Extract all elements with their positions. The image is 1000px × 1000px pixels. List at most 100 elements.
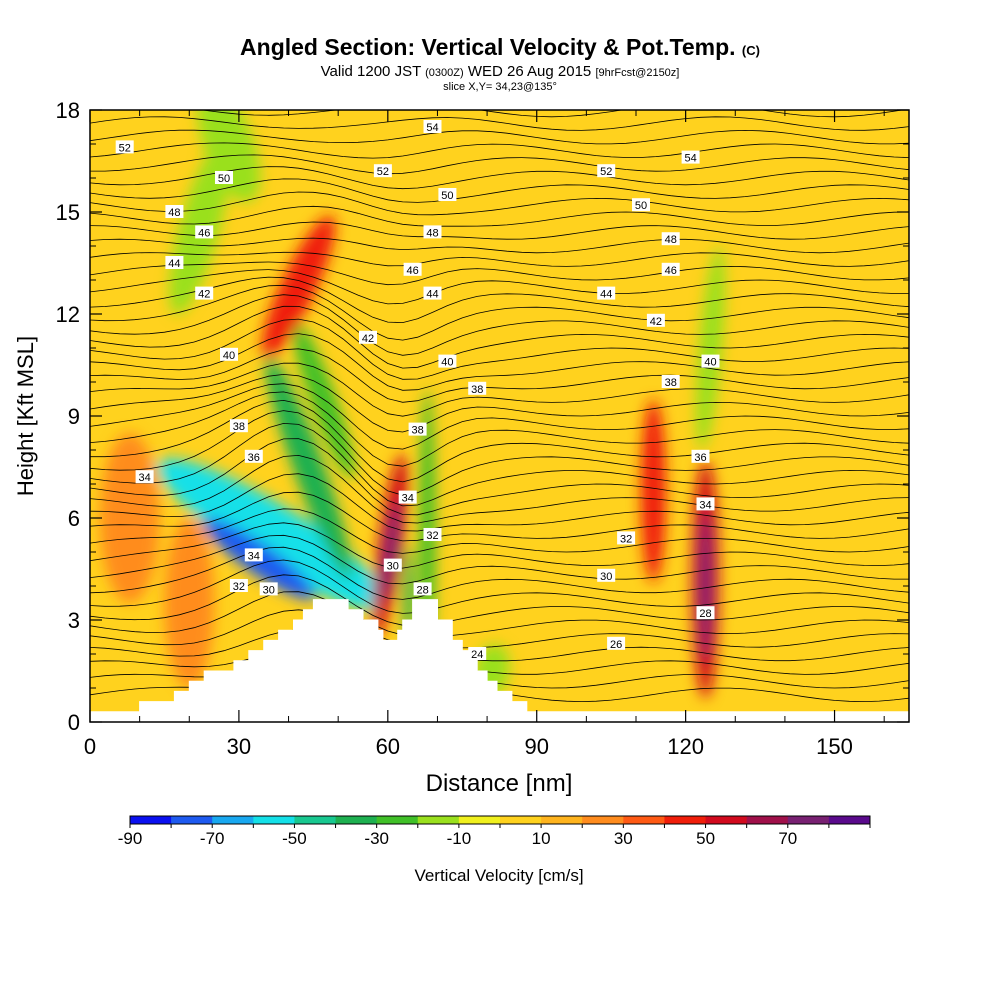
plot-area <box>90 110 909 722</box>
contour-label-text: 40 <box>704 357 716 369</box>
contour-label: 38 <box>661 375 680 389</box>
contour-label: 28 <box>696 606 715 620</box>
y-tick-label: 15 <box>56 200 80 225</box>
contour-label: 32 <box>229 579 248 593</box>
contour-label-text: 46 <box>665 265 677 277</box>
velocity-cell <box>197 110 261 203</box>
contour-label: 30 <box>597 568 616 583</box>
isentrope-line <box>90 221 909 240</box>
contour-label: 38 <box>408 422 427 437</box>
isentrope-line <box>90 154 909 175</box>
colorbar-tick-label: -70 <box>200 829 225 848</box>
velocity-cell <box>699 511 712 661</box>
contour-label-bg <box>165 256 184 269</box>
contour-label: 52 <box>373 164 392 178</box>
colorbar-tick-label: -50 <box>282 829 307 848</box>
slice-info: slice X,Y= 34,23@135° <box>443 81 557 93</box>
velocity-cell <box>696 246 725 450</box>
contour-label-text: 34 <box>138 472 150 484</box>
contour-label: 36 <box>244 449 263 464</box>
y-tick-label: 18 <box>56 98 80 123</box>
contour-label-text: 42 <box>198 289 210 301</box>
y-tick-label: 6 <box>68 506 80 531</box>
contour-label: 54 <box>681 150 700 165</box>
contour-label: 50 <box>438 188 457 202</box>
contour-label-bg <box>617 531 636 545</box>
contour-label-bg <box>423 225 442 239</box>
contour-label-text: 30 <box>600 571 612 583</box>
contour-label: 26 <box>607 636 626 651</box>
contour-label: 42 <box>359 330 377 345</box>
isentrope-line <box>90 473 909 532</box>
contour-label: 32 <box>423 528 442 542</box>
isentrope-line <box>90 251 909 267</box>
contour-label-text: 50 <box>441 190 453 202</box>
colorbar-tick-label: 30 <box>614 829 633 848</box>
isentrope-line <box>199 110 905 118</box>
contour-label-text: 34 <box>402 493 414 505</box>
isentrope-lines <box>90 76 909 703</box>
contour-label-bg <box>597 164 616 178</box>
isentrope-line <box>90 205 909 227</box>
contour-label-text: 48 <box>426 227 438 239</box>
valid-date: WED 26 Aug 2015 <box>467 63 592 80</box>
isentrope-line <box>90 294 909 356</box>
isentrope-line <box>90 142 909 159</box>
contour-label: 44 <box>165 256 184 270</box>
contour-label-bg <box>229 419 248 433</box>
colorbar-swatch <box>623 816 665 824</box>
contour-label: 48 <box>661 232 680 246</box>
isentrope-line <box>90 191 909 216</box>
velocity-cell <box>164 518 215 688</box>
contour-label-text: 32 <box>620 533 632 545</box>
contour-label-text: 38 <box>471 384 483 396</box>
contour-label-bg <box>259 582 278 596</box>
contour-label-bg <box>597 286 616 300</box>
x-tick-label: 30 <box>227 734 251 759</box>
x-tick-label: 60 <box>376 734 400 759</box>
contour-labels: 52 50 48 46 44 42 40 38 36 34 34 32 30 54 52 50 48 46 44 42… <box>115 120 720 661</box>
colorbar-tick-label: -90 <box>118 829 143 848</box>
colorbar-swatch <box>253 816 295 824</box>
contour-label-text: 30 <box>387 561 399 573</box>
isentrope-line <box>90 534 909 585</box>
isentrope-line <box>90 649 909 675</box>
isentrope-line <box>90 410 909 496</box>
contour-label: 32 <box>617 531 636 545</box>
velocity-field <box>99 110 725 699</box>
contour-label: 34 <box>398 490 417 505</box>
contour-label-bg <box>413 582 432 596</box>
velocity-cell <box>402 545 413 641</box>
contour-label: 42 <box>646 313 665 328</box>
colorbar-swatch <box>212 816 254 824</box>
contour-label-text: 28 <box>699 608 711 620</box>
contour-label: 42 <box>195 286 214 301</box>
colorbar-swatch <box>582 816 624 824</box>
colorbar-swatch <box>417 816 460 824</box>
contour-label: 48 <box>423 225 442 239</box>
contour-label: 38 <box>229 419 248 433</box>
terrain <box>89 599 910 723</box>
contour-label-bg <box>468 647 487 660</box>
contour-label-bg <box>195 225 214 239</box>
contour-label-bg <box>220 347 238 361</box>
contour-label-bg <box>423 528 442 541</box>
velocity-cell <box>640 399 666 583</box>
colorbar-swatch <box>787 816 830 824</box>
contour-label: 46 <box>403 262 422 277</box>
isentrope-line <box>90 522 909 569</box>
contour-label-text: 38 <box>665 377 677 389</box>
velocity-cell <box>99 433 160 603</box>
contour-label-bg <box>423 286 442 300</box>
x-tick-label: 0 <box>84 734 96 759</box>
valid-time: Valid 1200 JST <box>320 63 421 80</box>
contour-label: 44 <box>597 286 616 301</box>
isentrope-line <box>90 276 909 324</box>
contour-label-text: 32 <box>233 581 245 593</box>
contour-label-bg <box>632 198 650 212</box>
contour-label-text: 44 <box>426 289 438 301</box>
isentrope-line <box>90 76 909 90</box>
isentrope-line <box>90 373 909 433</box>
colorbar-swatch <box>294 816 337 824</box>
